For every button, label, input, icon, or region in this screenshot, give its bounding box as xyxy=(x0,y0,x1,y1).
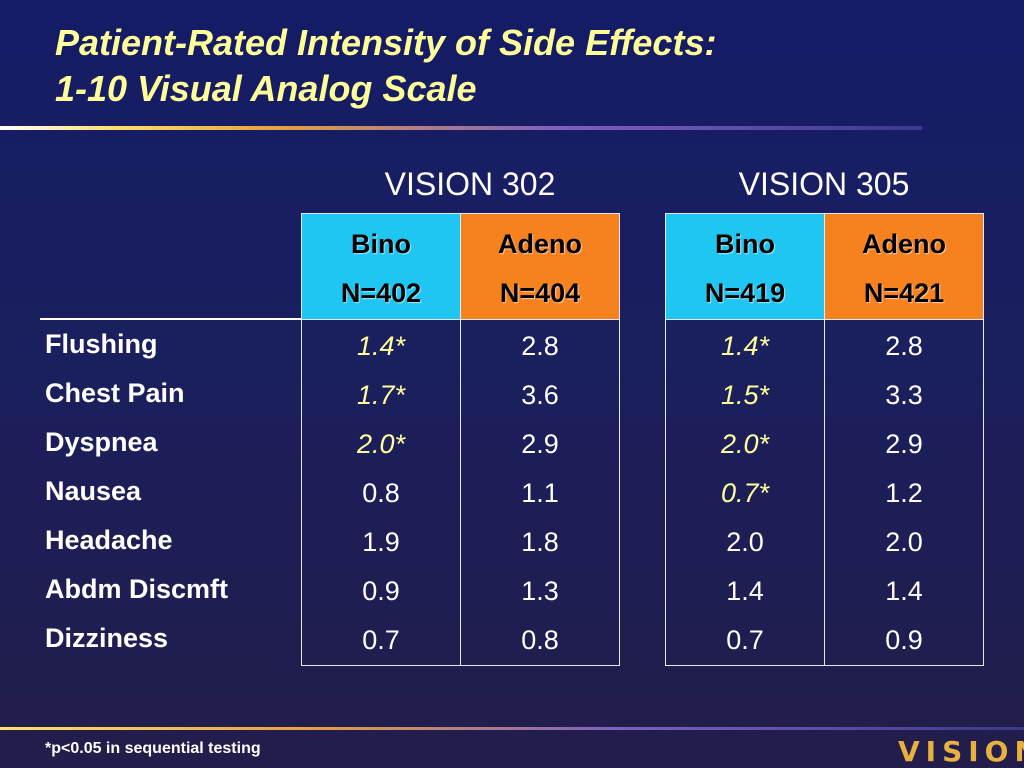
header-n: N=419 xyxy=(704,278,786,308)
value-cell: 0.9 xyxy=(362,576,400,606)
value-cell: 2.0 xyxy=(885,527,923,557)
value-cell: 2.0* xyxy=(356,429,406,459)
value-cell: 1.4 xyxy=(885,576,923,606)
value-cell: 2.8 xyxy=(885,331,923,361)
value-cell: 1.8 xyxy=(521,527,559,557)
header-drug: Bino xyxy=(351,229,411,259)
vision-logo: VISION xyxy=(898,735,1024,768)
header-drug: Adeno xyxy=(862,229,946,259)
title-line-1: Patient-Rated Intensity of Side Effects: xyxy=(55,22,717,63)
group-label-vision-305: VISION 305 xyxy=(738,166,910,202)
value-cell: 0.9 xyxy=(885,625,923,655)
header-adeno-302: Adeno N=404 xyxy=(460,213,620,320)
row-label-abdm-discmft: Abdm Discmft xyxy=(45,574,229,604)
row-label-chest-pain: Chest Pain xyxy=(45,378,185,408)
column-adeno-302: 2.8 3.6 2.9 1.1 1.8 1.3 0.8 xyxy=(460,319,620,666)
value-cell: 2.9 xyxy=(521,429,559,459)
header-drug: Bino xyxy=(715,229,775,259)
column-bino-305: 1.4* 1.5* 2.0* 0.7* 2.0 1.4 0.7 xyxy=(665,319,825,666)
value-cell: 3.6 xyxy=(521,380,559,410)
value-cell: 2.9 xyxy=(885,429,923,459)
row-label-dizziness: Dizziness xyxy=(45,623,169,653)
table-vision-305: Bino N=419 Adeno N=421 1.4* 1.5* 2.0* 0.7* 2… xyxy=(665,213,984,666)
value-cell: 0.7* xyxy=(720,478,770,508)
value-cell: 1.4* xyxy=(356,331,406,361)
title-line-2: 1-10 Visual Analog Scale xyxy=(55,68,477,109)
value-cell: 1.4* xyxy=(720,331,770,361)
table-vision-302: Bino N=402 Adeno N=404 1.4* 1.7* 2.0* 0.8 1.… xyxy=(301,213,620,666)
value-cell: 1.3 xyxy=(521,576,559,606)
title-divider xyxy=(0,126,922,130)
slide-title: Patient-Rated Intensity of Side Effects:… xyxy=(55,20,995,112)
header-adeno-305: Adeno N=421 xyxy=(824,213,984,320)
value-cell: 1.4 xyxy=(726,576,764,606)
header-drug: Adeno xyxy=(498,229,582,259)
column-bino-302: 1.4* 1.7* 2.0* 0.8 1.9 0.9 0.7 xyxy=(301,319,461,666)
value-cell: 0.7 xyxy=(726,625,764,655)
group-label-vision-302: VISION 302 xyxy=(384,166,556,202)
value-cell: 1.5* xyxy=(720,380,770,410)
column-adeno-305: 2.8 3.3 2.9 1.2 2.0 1.4 0.9 xyxy=(824,319,984,666)
value-cell: 2.0* xyxy=(720,429,770,459)
row-label-dyspnea: Dyspnea xyxy=(45,427,158,457)
footnote: *p<0.05 in sequential testing xyxy=(45,740,261,757)
value-cell: 1.2 xyxy=(885,478,923,508)
footer-divider xyxy=(0,727,1024,730)
value-cell: 2.0 xyxy=(726,527,764,557)
value-cell: 1.7* xyxy=(356,380,406,410)
header-n: N=421 xyxy=(863,278,945,308)
row-label-underline xyxy=(40,318,302,320)
header-n: N=404 xyxy=(499,278,581,308)
value-cell: 1.1 xyxy=(521,478,559,508)
value-cell: 0.8 xyxy=(362,478,400,508)
value-cell: 3.3 xyxy=(885,380,923,410)
value-cell: 2.8 xyxy=(521,331,559,361)
value-cell: 0.8 xyxy=(521,625,559,655)
value-cell: 1.9 xyxy=(362,527,400,557)
header-bino-302: Bino N=402 xyxy=(301,213,461,320)
value-cell: 0.7 xyxy=(362,625,400,655)
header-n: N=402 xyxy=(340,278,422,308)
row-label-headache: Headache xyxy=(45,525,173,555)
row-label-nausea: Nausea xyxy=(45,476,142,506)
row-label-list: Flushing Chest Pain Dyspnea Nausea Heada… xyxy=(45,320,295,663)
header-bino-305: Bino N=419 xyxy=(665,213,825,320)
row-label-flushing: Flushing xyxy=(45,329,158,359)
